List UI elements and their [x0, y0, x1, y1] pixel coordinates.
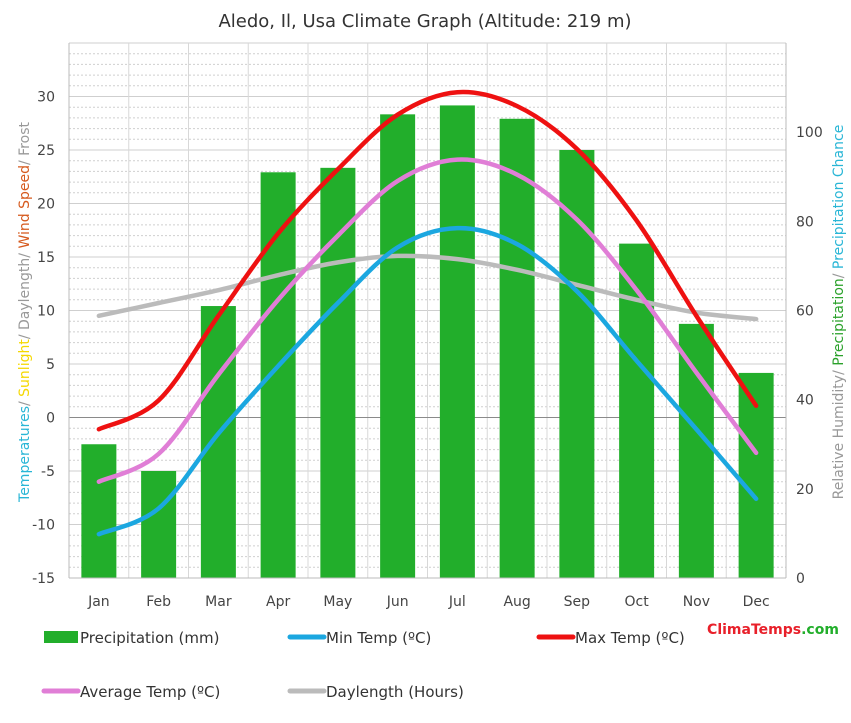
axis-label-part: / Daylength/ — [17, 249, 33, 340]
right-tick-label: 0 — [796, 571, 805, 587]
precipitation-bar — [380, 114, 416, 578]
right-tick-label: 20 — [796, 482, 814, 498]
precipitation-bar — [439, 105, 475, 579]
left-tick-label: 20 — [37, 197, 55, 213]
min-temp-line — [96, 225, 759, 537]
x-tick-label: Nov — [683, 594, 710, 610]
legend-label: Precipitation (mm) — [80, 629, 219, 647]
left-tick-label: 15 — [37, 250, 55, 266]
axis-label-part: Sunlight — [17, 339, 33, 397]
right-tick-label: 40 — [796, 393, 814, 409]
precipitation-bar — [200, 306, 236, 578]
precipitation-bar — [141, 471, 177, 578]
axis-label-part: / — [831, 269, 847, 278]
x-tick-label: Aug — [503, 594, 530, 610]
left-axis-label: Temperatures/ Sunlight/ Daylength/ Wind … — [17, 122, 33, 503]
right-tick-label: 60 — [796, 304, 814, 320]
legend-label: Average Temp (ºC) — [80, 683, 220, 701]
climatemps-logo[interactable]: ClimaTemps.com — [707, 622, 839, 638]
chart-title: Aledo, Il, Usa Climate Graph (Altitude: … — [218, 11, 631, 32]
left-tick-label: 10 — [37, 304, 55, 320]
axis-label-part: / — [17, 397, 33, 406]
left-tick-label: 30 — [37, 90, 55, 106]
legend-swatch-bar — [44, 631, 78, 643]
precipitation-bar — [678, 323, 714, 578]
x-tick-label: Oct — [625, 594, 650, 610]
left-tick-label: -10 — [32, 518, 55, 534]
brand-part: Clima — [707, 622, 751, 638]
left-tick-label: 25 — [37, 143, 55, 159]
x-tick-label: Jul — [448, 594, 466, 610]
legend: Precipitation (mm) Min Temp (ºC) Max Temp … — [41, 629, 685, 701]
brand-part: .com — [801, 622, 839, 638]
x-tick-label: May — [323, 594, 352, 610]
precipitation-bar — [320, 167, 356, 579]
legend-label: Max Temp (ºC) — [575, 629, 685, 647]
left-tick-label: -5 — [41, 464, 55, 480]
daylength-line — [96, 253, 759, 322]
right-axis-label: Relative Humidity/ Precipitation/ Precip… — [831, 125, 847, 500]
right-tick-label: 80 — [796, 214, 814, 230]
x-tick-label: Jun — [386, 594, 409, 610]
axis-label-part: Temperatures — [17, 406, 33, 503]
legend-label: Min Temp (ºC) — [326, 629, 431, 647]
brand-part: Temps — [751, 622, 801, 638]
axis-label-part: Precipitation Chance — [831, 125, 847, 269]
precipitation-bar — [81, 444, 117, 578]
legend-label: Daylength (Hours) — [326, 683, 464, 701]
axis-label-part: Wind Speed — [17, 165, 33, 249]
x-tick-label: Apr — [266, 594, 290, 610]
axis-label-part: / Frost — [17, 122, 33, 166]
x-tick-label: Jan — [87, 594, 110, 610]
axis-label-part: Precipitation — [831, 278, 847, 366]
temperature-lines — [96, 89, 759, 537]
left-tick-label: 0 — [46, 411, 55, 427]
left-tick-label: -15 — [32, 571, 55, 587]
left-tick-label: 5 — [46, 357, 55, 373]
precipitation-bars — [81, 105, 774, 579]
x-tick-label: Sep — [564, 594, 591, 610]
x-tick-label: Dec — [743, 594, 770, 610]
x-tick-label: Feb — [146, 594, 171, 610]
x-tick-label: Mar — [205, 594, 232, 610]
right-tick-label: 100 — [796, 125, 823, 141]
precipitation-bar — [559, 150, 595, 578]
axes: -15 -10 -5 0 5 10 15 20 25 30 0 20 40 60 80 100 Jan Feb Ma… — [32, 43, 823, 610]
average-temp-line — [96, 157, 759, 484]
precipitation-bar — [260, 172, 296, 578]
precipitation-bar — [499, 118, 535, 579]
max-temp-line — [96, 89, 759, 432]
axis-label-part: Relative Humidity/ — [831, 366, 847, 500]
